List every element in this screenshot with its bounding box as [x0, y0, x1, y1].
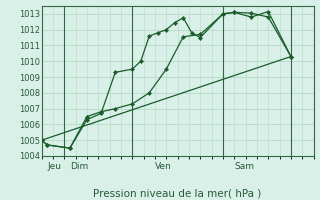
Text: Sam: Sam: [234, 162, 254, 171]
Text: Ven: Ven: [155, 162, 172, 171]
Text: Pression niveau de la mer( hPa ): Pression niveau de la mer( hPa ): [93, 189, 262, 199]
Text: Dim: Dim: [70, 162, 88, 171]
Text: Jeu: Jeu: [47, 162, 61, 171]
